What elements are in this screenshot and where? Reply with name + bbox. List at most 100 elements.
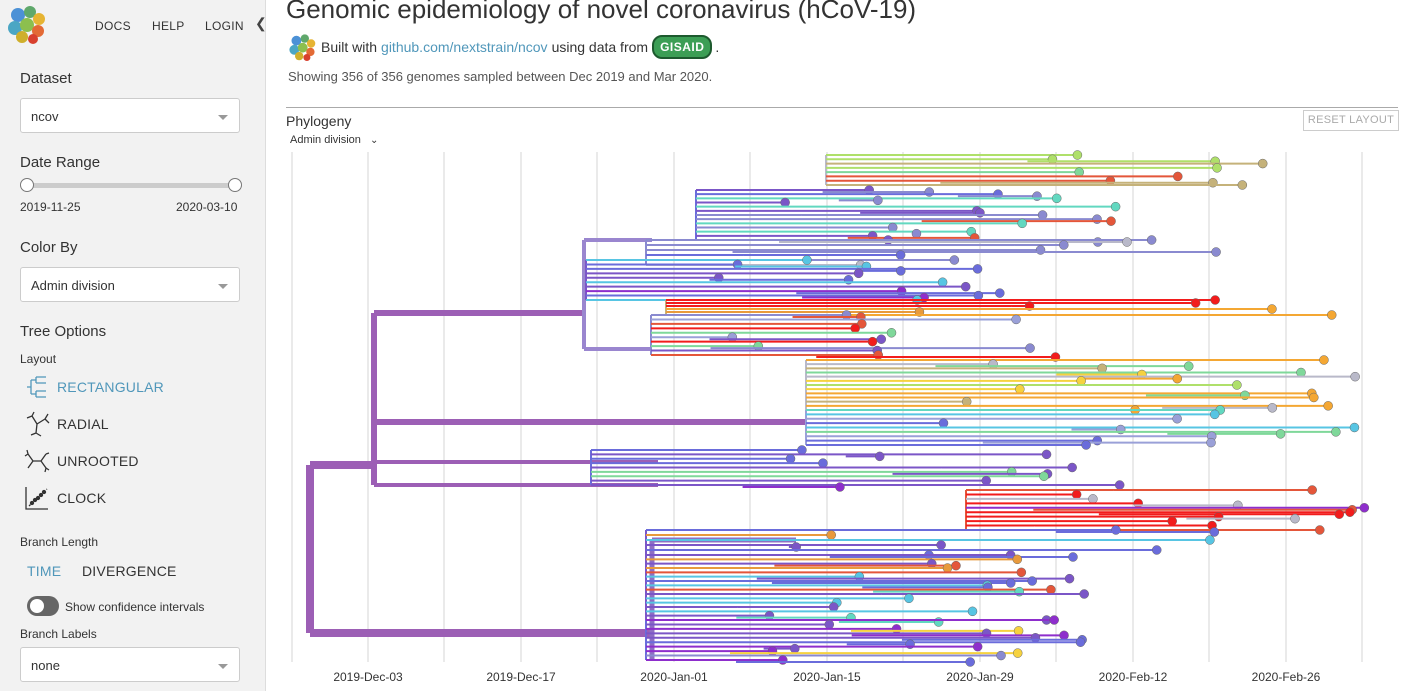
tip-node xyxy=(1210,295,1220,305)
tip-node xyxy=(1017,218,1027,229)
branch-labels-title: Branch Labels xyxy=(20,627,97,641)
tip-node xyxy=(1319,355,1329,365)
tip-node xyxy=(886,328,897,338)
tip-node xyxy=(873,195,883,206)
tip-node xyxy=(891,624,902,634)
tip-node xyxy=(1359,503,1370,513)
tip-node xyxy=(1190,298,1201,308)
chevron-down-icon: ⌄ xyxy=(369,135,379,146)
tip-node xyxy=(1011,314,1021,325)
tip-node xyxy=(1074,167,1084,177)
chevron-down-icon xyxy=(218,284,228,289)
tip-node xyxy=(1151,545,1162,555)
tip-node xyxy=(961,396,972,407)
tip-node xyxy=(1075,637,1086,647)
toggle-knob xyxy=(30,599,44,613)
tip-node xyxy=(1039,471,1049,481)
branch-length-time-option[interactable]: TIME xyxy=(27,563,62,579)
tip-node xyxy=(1206,437,1216,448)
clock-layout-icon xyxy=(25,487,48,510)
tip-node xyxy=(937,277,948,287)
gisaid-logo[interactable]: GISAID xyxy=(652,35,713,59)
tip-node xyxy=(1290,513,1300,524)
branch-labels-select[interactable]: none xyxy=(20,647,240,682)
tip-node xyxy=(996,650,1006,661)
x-tick-label: 2019-Dec-17 xyxy=(486,670,556,684)
tip-node xyxy=(1172,373,1183,384)
tip-node xyxy=(1232,380,1242,390)
dataset-select[interactable]: ncov xyxy=(20,98,240,133)
color-by-title: Color By xyxy=(20,239,78,256)
tip-node xyxy=(1088,494,1098,504)
tip-node xyxy=(1122,237,1132,247)
tip-node xyxy=(824,619,835,630)
layout-rectangular-option[interactable]: RECTANGULAR xyxy=(24,374,164,400)
dataset-select-value: ncov xyxy=(31,109,59,124)
trunk-branch xyxy=(371,310,806,485)
tree-color-dropdown[interactable]: Admin division ⌄ xyxy=(290,134,378,146)
tip-node xyxy=(1012,648,1023,658)
tip-node xyxy=(802,255,812,265)
docs-link[interactable]: DOCS xyxy=(95,19,131,33)
trunk-branch xyxy=(306,461,650,637)
tip-node xyxy=(780,197,790,208)
color-by-select[interactable]: Admin division xyxy=(20,267,240,302)
date-range-start-handle[interactable] xyxy=(20,178,34,192)
layout-radial-option[interactable]: RADIAL xyxy=(24,411,109,437)
tip-node xyxy=(1068,552,1078,562)
tip-node xyxy=(873,350,883,360)
x-tick-label: 2020-Jan-01 xyxy=(640,670,708,684)
tip-node xyxy=(797,445,807,455)
layout-unrooted-option[interactable]: UNROOTED xyxy=(24,448,139,474)
tip-node xyxy=(995,288,1005,298)
date-range-title: Date Range xyxy=(20,154,101,171)
tip-node xyxy=(767,646,778,656)
tip-node xyxy=(778,655,788,665)
tip-node xyxy=(1257,158,1268,169)
tip-node xyxy=(1025,343,1035,353)
tip-node xyxy=(1345,507,1355,517)
nextstrain-logo[interactable] xyxy=(6,4,46,44)
reset-layout-button[interactable]: RESET LAYOUT xyxy=(1303,110,1399,131)
tip-node xyxy=(1076,376,1086,386)
tip-node xyxy=(1071,489,1082,500)
tree-options-title: Tree Options xyxy=(20,323,107,340)
unrooted-tree-icon xyxy=(24,449,50,473)
tip-node xyxy=(1267,403,1278,413)
confidence-intervals-toggle[interactable] xyxy=(27,596,59,616)
tip-node xyxy=(764,610,775,621)
tip-node xyxy=(732,259,743,270)
tip-node xyxy=(1079,589,1089,599)
branch-length-divergence-option[interactable]: DIVERGENCE xyxy=(82,563,177,579)
layout-clock-option[interactable]: CLOCK xyxy=(24,485,106,511)
tip-node xyxy=(1092,214,1102,224)
repo-link[interactable]: github.com/nextstrain/ncov xyxy=(381,39,548,55)
x-tick-label: 2020-Jan-29 xyxy=(946,670,1014,684)
tip-node xyxy=(835,482,845,492)
x-tick-label: 2020-Feb-12 xyxy=(1099,670,1168,684)
tip-node xyxy=(988,359,998,369)
tip-node xyxy=(1212,163,1222,173)
date-range-slider-track[interactable] xyxy=(27,183,235,188)
byline: Built with github.com/nextstrain/ncov us… xyxy=(288,33,719,61)
tip-node xyxy=(1267,304,1277,314)
phylogeny-tree[interactable]: 2019-Dec-03 2019-Dec-17 2020-Jan-01 2020-Ja… xyxy=(266,140,1376,691)
tip-node xyxy=(864,185,874,195)
tip-node xyxy=(951,560,961,571)
date-range-end-handle[interactable] xyxy=(228,178,242,192)
tip-node xyxy=(972,264,983,274)
tip-node xyxy=(1081,440,1091,450)
trunk-branch xyxy=(582,238,652,351)
collapse-sidebar-icon[interactable]: ❮ xyxy=(255,15,267,31)
tip-node xyxy=(904,593,914,604)
tip-node xyxy=(1296,367,1306,378)
tip-node xyxy=(1114,480,1125,490)
tip-node xyxy=(942,563,953,573)
login-link[interactable]: LOGIN xyxy=(205,19,244,33)
layout-clock-label: CLOCK xyxy=(57,490,107,506)
tip-node xyxy=(853,268,864,279)
tip-node xyxy=(1049,615,1059,625)
tip-node xyxy=(1173,171,1183,182)
tip-node xyxy=(981,628,992,639)
help-link[interactable]: HELP xyxy=(152,19,185,33)
